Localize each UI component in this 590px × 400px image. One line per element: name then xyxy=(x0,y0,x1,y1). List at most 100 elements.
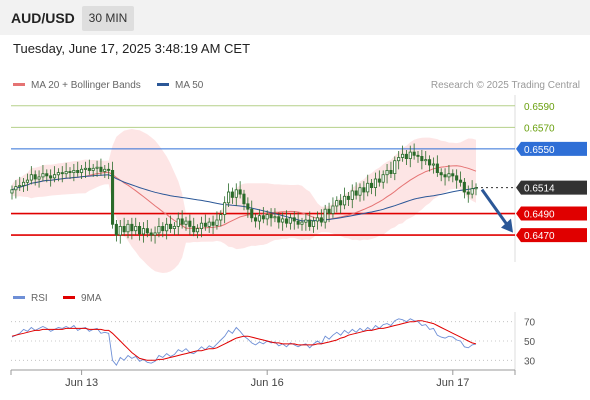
candle xyxy=(296,212,300,229)
candle-body xyxy=(335,200,339,207)
forecast-arrow-shaft xyxy=(480,188,509,226)
price-badge-text: 0.6470 xyxy=(524,231,555,242)
candle xyxy=(300,217,304,231)
candle xyxy=(273,208,277,223)
candle xyxy=(126,219,130,239)
candle xyxy=(458,171,463,187)
candle-body xyxy=(118,225,122,236)
candle xyxy=(172,222,176,236)
candle-body xyxy=(284,218,289,224)
candle xyxy=(242,189,246,211)
candle xyxy=(250,200,254,223)
candle xyxy=(188,214,192,236)
candle-body xyxy=(362,187,366,193)
candle-body xyxy=(311,220,316,227)
legend-ma50: MA 50 xyxy=(157,80,203,91)
candle-body xyxy=(219,214,223,221)
candle xyxy=(246,197,250,218)
candle xyxy=(369,179,374,195)
candle-body xyxy=(385,169,389,176)
symbol-label: AUD/USD xyxy=(11,10,75,26)
candle xyxy=(261,207,265,224)
candle-body xyxy=(122,225,126,233)
candle xyxy=(447,165,451,182)
candle xyxy=(424,151,428,166)
candle xyxy=(134,217,138,236)
candle xyxy=(199,216,204,238)
candle-body xyxy=(33,174,37,180)
candle xyxy=(362,181,366,201)
candle-body xyxy=(269,214,273,219)
candle xyxy=(72,163,76,182)
research-credit: Research © 2025 Trading Central xyxy=(430,80,580,91)
candle xyxy=(76,161,80,177)
candle xyxy=(161,222,165,238)
candle-body xyxy=(373,178,377,189)
candle-body xyxy=(199,222,204,229)
candle-body xyxy=(416,154,420,157)
candle xyxy=(393,156,397,181)
timeframe-button[interactable]: 30 MIN xyxy=(82,6,134,31)
candle-body xyxy=(462,181,466,193)
candle-body xyxy=(107,168,111,171)
candle xyxy=(284,210,289,228)
candle xyxy=(64,162,68,178)
candle-body xyxy=(21,181,26,186)
price-badge xyxy=(516,180,587,195)
candle xyxy=(455,169,459,189)
candle xyxy=(145,219,149,238)
candle-body xyxy=(474,187,478,190)
candle-body xyxy=(315,217,319,222)
candle-body xyxy=(60,172,64,175)
candle-body xyxy=(29,174,33,181)
candle-body xyxy=(253,217,258,222)
candle-body xyxy=(153,232,157,236)
candle xyxy=(404,149,408,166)
candle xyxy=(180,210,184,229)
candle xyxy=(107,162,111,180)
candle-body xyxy=(427,159,432,166)
candle-body xyxy=(45,173,49,177)
candle-body xyxy=(176,218,180,227)
candle-body xyxy=(397,157,401,162)
candle xyxy=(470,180,474,199)
candle-body xyxy=(211,221,215,226)
forecast-arrow-head xyxy=(501,218,513,233)
candle-body xyxy=(99,166,103,172)
candle xyxy=(335,196,339,213)
candle xyxy=(373,172,377,197)
candle xyxy=(137,222,142,241)
candle-body xyxy=(381,174,385,183)
candle-body xyxy=(404,153,408,160)
candle-body xyxy=(466,191,470,195)
candle-body xyxy=(18,185,22,188)
candle xyxy=(18,176,22,191)
candle-body xyxy=(234,189,238,198)
x-tick-label: Jun 17 xyxy=(436,377,469,389)
candle xyxy=(331,197,335,218)
candle xyxy=(397,151,401,170)
candle-body xyxy=(242,193,246,205)
candle-body xyxy=(49,175,53,179)
candle-body xyxy=(470,188,474,195)
candle-body xyxy=(451,173,455,177)
legend-ma20: MA 20 + Bollinger Bands xyxy=(13,80,141,91)
candle xyxy=(83,161,88,178)
candle xyxy=(68,167,72,180)
datetime-label: Tuesday, June 17, 2025 3:48:19 AM CET xyxy=(13,41,251,56)
candle xyxy=(288,213,292,230)
candle xyxy=(33,170,37,186)
candle xyxy=(385,163,389,184)
candle-body xyxy=(265,214,269,220)
candle xyxy=(153,226,157,244)
ma20-swatch xyxy=(13,82,25,86)
x-tick-label: Jun 13 xyxy=(65,377,98,389)
candle-body xyxy=(192,225,196,233)
candle-body xyxy=(53,174,57,179)
candle-body xyxy=(223,202,227,215)
candle-body xyxy=(350,190,354,200)
candle-body xyxy=(408,151,412,160)
candle-body xyxy=(277,216,281,223)
candle xyxy=(319,209,323,227)
